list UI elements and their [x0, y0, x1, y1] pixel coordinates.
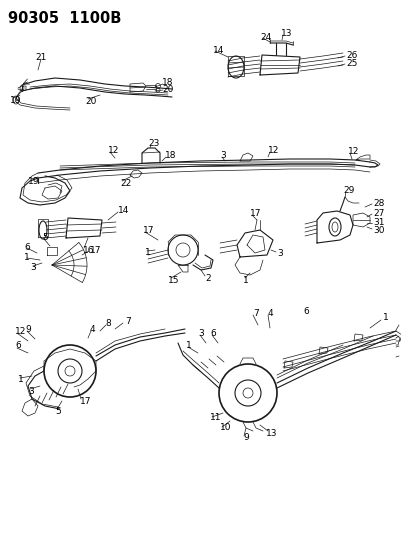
Text: 18: 18 — [164, 150, 176, 159]
Text: 12: 12 — [15, 327, 26, 335]
Text: 3: 3 — [276, 248, 282, 257]
Text: 10: 10 — [219, 424, 231, 432]
Text: 7: 7 — [252, 309, 258, 318]
Text: 6: 6 — [15, 342, 21, 351]
Text: 22: 22 — [120, 179, 131, 188]
Text: 3: 3 — [28, 386, 34, 395]
Text: 3: 3 — [198, 328, 203, 337]
Text: 13: 13 — [265, 429, 277, 438]
Text: 12: 12 — [267, 146, 279, 155]
Text: 3: 3 — [219, 150, 225, 159]
Text: 90305  1100B: 90305 1100B — [8, 11, 121, 26]
Text: 18: 18 — [399, 351, 401, 359]
Text: 12: 12 — [108, 146, 119, 155]
Text: 30: 30 — [372, 225, 383, 235]
Text: 7: 7 — [125, 317, 130, 326]
Text: 20: 20 — [85, 96, 96, 106]
Text: 5: 5 — [42, 232, 48, 241]
Text: 17: 17 — [143, 225, 154, 235]
Text: 19: 19 — [10, 95, 21, 104]
Text: 31: 31 — [372, 217, 383, 227]
Text: 1: 1 — [242, 276, 248, 285]
Text: 12: 12 — [399, 330, 401, 340]
Text: 12: 12 — [347, 147, 358, 156]
Text: 6: 6 — [302, 306, 308, 316]
Text: 13: 13 — [280, 28, 292, 37]
Text: 1: 1 — [145, 247, 150, 256]
Text: 9: 9 — [25, 325, 30, 334]
Text: 16: 16 — [83, 246, 94, 254]
Text: 3: 3 — [30, 262, 36, 271]
Text: 8: 8 — [105, 319, 110, 327]
Text: 26: 26 — [345, 51, 356, 60]
Text: 14: 14 — [399, 341, 401, 350]
Text: 2: 2 — [205, 273, 210, 282]
Text: 28: 28 — [372, 198, 383, 207]
Text: 11: 11 — [209, 414, 221, 423]
Text: 19: 19 — [28, 176, 39, 185]
Text: 1: 1 — [382, 313, 388, 322]
Text: 17: 17 — [80, 397, 91, 406]
Text: 14: 14 — [213, 45, 224, 54]
Text: 15: 15 — [168, 276, 179, 285]
Text: 17: 17 — [90, 246, 101, 254]
Text: 18: 18 — [162, 77, 173, 86]
Text: 1: 1 — [186, 341, 191, 350]
Text: 14: 14 — [118, 206, 129, 214]
Text: 3: 3 — [399, 319, 401, 327]
Text: 4: 4 — [267, 309, 273, 318]
Text: 1: 1 — [18, 375, 24, 384]
Text: 5: 5 — [55, 407, 61, 416]
Text: 27: 27 — [372, 208, 383, 217]
Text: 6: 6 — [209, 328, 215, 337]
Text: 29: 29 — [342, 185, 354, 195]
Text: 21: 21 — [35, 52, 46, 61]
Text: 6: 6 — [24, 243, 30, 252]
Text: 24: 24 — [259, 33, 271, 42]
Text: 25: 25 — [345, 59, 356, 68]
Text: 17: 17 — [249, 208, 261, 217]
Text: 23: 23 — [148, 139, 159, 148]
Text: 9: 9 — [242, 433, 248, 442]
Text: 4: 4 — [90, 325, 95, 334]
Text: 1: 1 — [24, 253, 30, 262]
Text: 20: 20 — [162, 85, 173, 93]
